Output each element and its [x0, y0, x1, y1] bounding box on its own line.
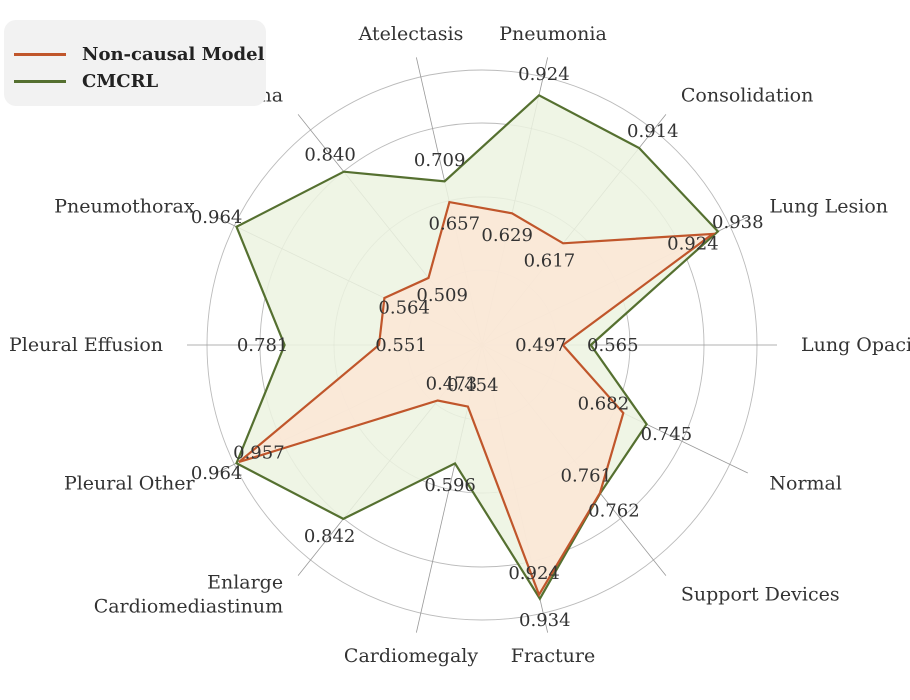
value-label-non-causal-model-support-devices: 0.761 [561, 466, 613, 487]
legend: Non-causal Model CMCRL [4, 20, 266, 106]
value-label-cmcrl-lung-lesion: 0.938 [712, 212, 764, 233]
legend-label-cmcrl: CMCRL [82, 71, 159, 92]
value-label-non-causal-model-lung-lesion: 0.924 [667, 233, 719, 254]
value-label-cmcrl-pleural-effusion: 0.781 [237, 335, 289, 356]
category-label-lung-opacity: Lung Opacity [801, 334, 910, 356]
category-label-enlarge-cardiomediastinum: Enlarge Cardiomediastinum [94, 571, 283, 617]
category-label-atelectasis: Atelectasis [358, 23, 464, 45]
value-label-cmcrl-support-devices: 0.762 [588, 501, 640, 522]
value-label-non-causal-model-atelectasis: 0.657 [429, 214, 481, 235]
value-label-non-causal-model-consolidation: 0.617 [524, 251, 576, 272]
value-label-cmcrl-pneumonia: 0.924 [518, 64, 570, 85]
value-label-cmcrl-edema: 0.840 [304, 145, 356, 166]
value-label-cmcrl-fracture: 0.934 [519, 610, 571, 631]
value-label-non-causal-model-edema: 0.509 [416, 285, 468, 306]
value-label-non-causal-model-cardiomegaly: 0.454 [447, 375, 499, 396]
value-label-cmcrl-lung-opacity: 0.565 [587, 335, 639, 356]
value-label-cmcrl-normal: 0.745 [641, 424, 693, 445]
series-area-non-causal-model [238, 200, 717, 598]
category-label-support-devices: Support Devices [681, 583, 840, 605]
value-label-non-causal-model-fracture: 0.924 [508, 563, 560, 584]
value-label-cmcrl-consolidation: 0.914 [627, 121, 679, 142]
legend-item-noncausal: Non-causal Model [14, 44, 264, 65]
category-label-pleural-other: Pleural Other [64, 472, 196, 494]
value-label-cmcrl-pneumothorax: 0.964 [191, 207, 243, 228]
category-label-consolidation: Consolidation [681, 85, 813, 107]
value-label-non-causal-model-pneumonia: 0.629 [481, 225, 533, 246]
value-label-non-causal-model-pneumothorax: 0.564 [378, 298, 430, 319]
category-label-pleural-effusion: Pleural Effusion [9, 334, 163, 356]
category-label-cardiomegaly: Cardiomegaly [344, 645, 478, 667]
category-label-normal: Normal [769, 472, 842, 494]
value-label-cmcrl-enlarge-cardiomediastinum: 0.842 [304, 526, 356, 547]
category-label-pneumonia: Pneumonia [499, 23, 607, 45]
value-label-cmcrl-cardiomegaly: 0.596 [424, 475, 476, 496]
value-label-cmcrl-pleural-other: 0.964 [191, 463, 243, 484]
value-label-non-causal-model-enlarge-cardiomediastinum: 0.473 [426, 373, 478, 394]
legend-item-cmcrl: CMCRL [14, 71, 158, 92]
category-label-pneumothorax: Pneumothorax [54, 196, 195, 218]
legend-label-noncausal: Non-causal Model [82, 44, 265, 65]
value-label-non-causal-model-pleural-other: 0.957 [233, 443, 285, 464]
legend-swatch-cmcrl [14, 80, 66, 83]
category-label-lung-lesion: Lung Lesion [769, 196, 888, 218]
category-label-fracture: Fracture [511, 645, 595, 667]
value-label-non-causal-model-lung-opacity: 0.497 [515, 335, 567, 356]
legend-swatch-noncausal [14, 53, 66, 56]
value-label-cmcrl-atelectasis: 0.709 [414, 150, 466, 171]
value-label-non-causal-model-pleural-effusion: 0.551 [375, 335, 427, 356]
value-label-non-causal-model-normal: 0.682 [578, 394, 630, 415]
